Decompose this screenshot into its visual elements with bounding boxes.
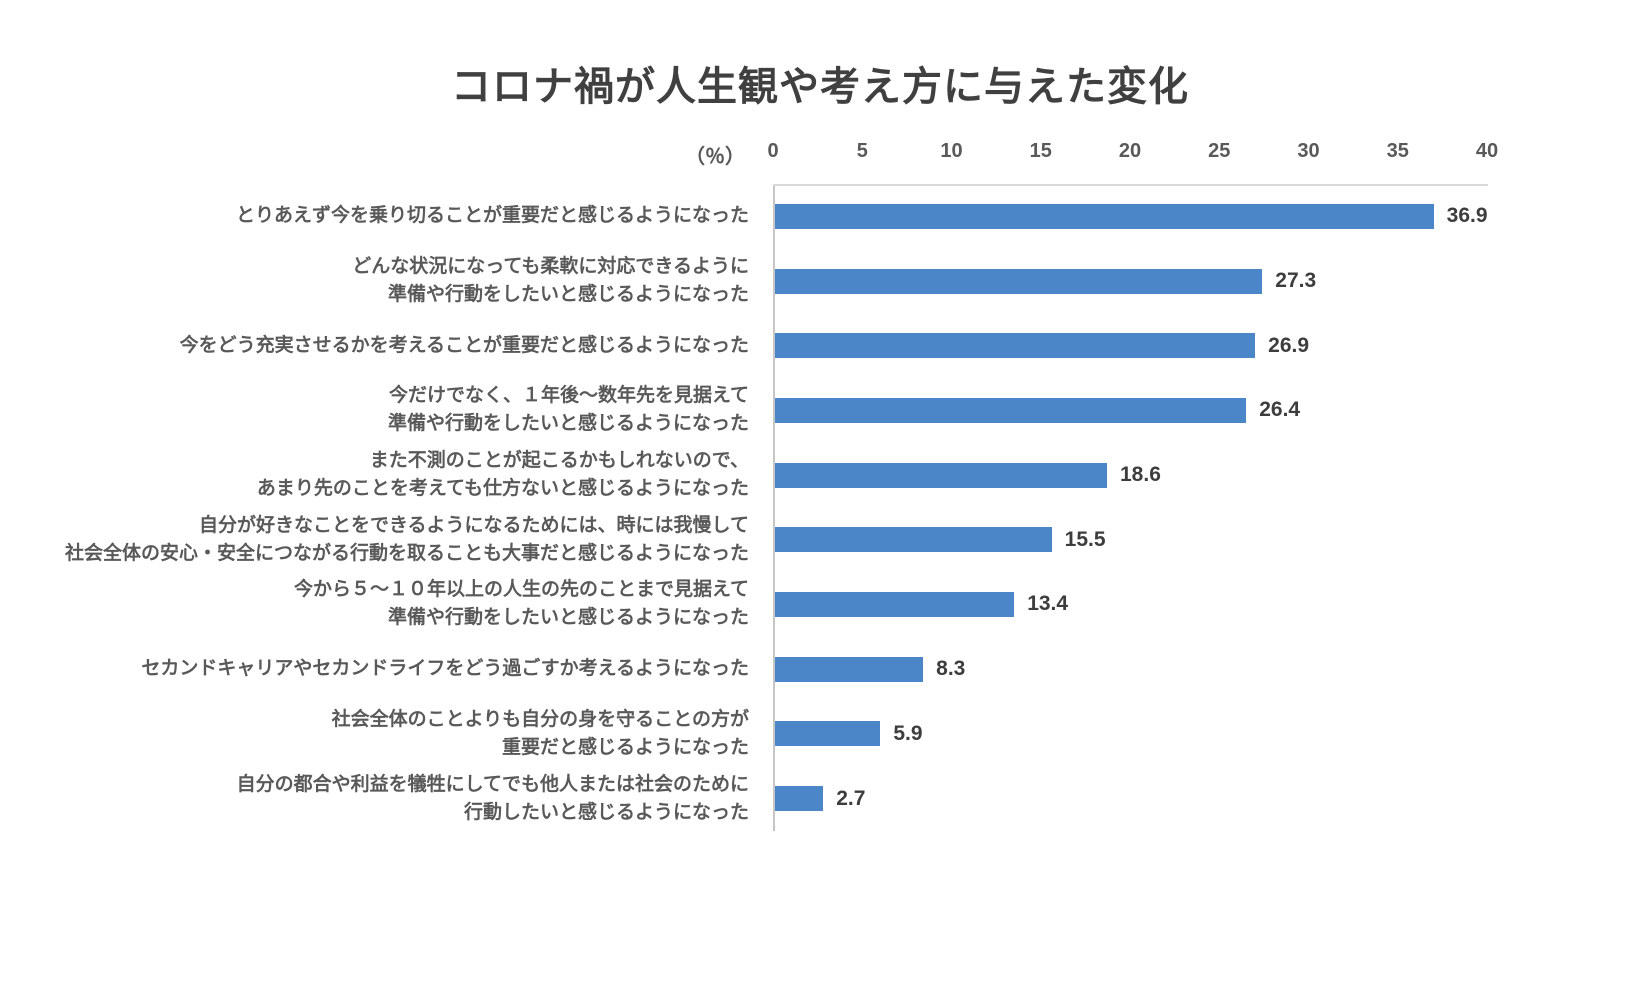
value-label: 15.5 — [1064, 527, 1106, 551]
bar-track: 36.9 — [773, 184, 1640, 249]
category-label-line: とりあえず今を乗り切ることが重要だと感じるようになった — [235, 205, 749, 227]
bar — [775, 333, 1256, 359]
bar-row: 自分が好きなことをできるようになるためには、時には我慢して社会全体の安心・安全に… — [0, 507, 1640, 572]
value-label: 5.9 — [893, 721, 923, 745]
category-label: 今をどう充実させるかを考えることが重要だと感じるようになった — [0, 332, 773, 360]
category-label-line: 今だけでなく、１年後～数年先を見据えて — [388, 385, 749, 407]
bar-row: 自分の都合や利益を犠牲にしてでも他人または社会のために行動したいと感じるようにな… — [0, 766, 1640, 831]
value-label: 13.4 — [1027, 592, 1069, 616]
category-label-line: 準備や行動をしたいと感じるようになった — [387, 284, 749, 306]
bar — [775, 721, 881, 747]
category-label: 今だけでなく、１年後～数年先を見据えて 準備や行動をしたいと感じるようになった — [0, 382, 773, 438]
bar-row: 社会全体のことよりも自分の身を守ることの方が重要だと感じるようになった 5.9 — [0, 702, 1640, 767]
value-label: 36.9 — [1446, 204, 1488, 228]
x-axis-tick: 10 — [940, 140, 963, 162]
bar-track: 26.4 — [773, 378, 1640, 443]
bar — [775, 268, 1263, 294]
bar — [775, 656, 924, 682]
bar-track: 18.6 — [773, 443, 1640, 508]
category-label-line: 自分の都合や利益を犠牲にしてでも他人または社会のために — [236, 773, 749, 795]
value-label: 26.4 — [1259, 398, 1301, 422]
category-label-line: あまり先のことを考えても仕方ないと感じるようになった — [256, 478, 749, 500]
plot-area: とりあえず今を乗り切ることが重要だと感じるようになった 36.9 どんな状況にな… — [0, 184, 1640, 831]
category-label: 自分が好きなことをできるようになるためには、時には我慢して社会全体の安心・安全に… — [0, 512, 773, 568]
category-label: 社会全体のことよりも自分の身を守ることの方が重要だと感じるようになった — [0, 706, 773, 762]
category-label-line: 重要だと感じるようになった — [501, 736, 749, 758]
x-axis-tick: 30 — [1297, 140, 1320, 162]
x-axis-tick: 25 — [1208, 140, 1231, 162]
category-label-line: 準備や行動をしたいと感じるようになった — [387, 607, 749, 629]
bar — [775, 786, 824, 812]
bar-track: 15.5 — [773, 507, 1640, 572]
bar-track: 8.3 — [773, 637, 1640, 702]
x-axis-tick: 40 — [1475, 140, 1499, 162]
bar-track: 26.9 — [773, 313, 1640, 378]
bar — [775, 462, 1107, 488]
category-label-line: 今をどう充実させるかを考えることが重要だと感じるようになった — [179, 334, 749, 356]
x-axis: （％） 0 5 10 15 20 25 30 35 40 — [0, 110, 1640, 184]
value-label: 2.7 — [836, 786, 866, 810]
bar-track: 27.3 — [773, 249, 1640, 314]
category-label-line: また不測のことが起こるかもしれないので、 — [369, 450, 749, 472]
category-label: 今から５～１０年以上の人生の先のことまで見据えて準備や行動をしたいと感じるように… — [0, 576, 773, 632]
value-label: 8.3 — [936, 657, 966, 681]
category-label: どんな状況になっても柔軟に対応できるように準備や行動をしたいと感じるようになった — [0, 253, 773, 309]
x-axis-tick: 20 — [1118, 140, 1142, 162]
category-label-line: 今から５～１０年以上の人生の先のことまで見据えて — [293, 579, 749, 601]
category-label-line: 自分が好きなことをできるようになるためには、時には我慢して — [198, 514, 749, 536]
bar — [775, 397, 1247, 423]
bar-row: 今から５～１０年以上の人生の先のことまで見据えて準備や行動をしたいと感じるように… — [0, 572, 1640, 637]
bar-row: 今をどう充実させるかを考えることが重要だと感じるようになった 26.9 — [0, 313, 1640, 378]
value-label: 26.9 — [1268, 333, 1310, 357]
percent-unit-label: （％） — [685, 146, 745, 168]
x-axis-tick: 15 — [1029, 140, 1052, 162]
x-axis-tick: 35 — [1386, 140, 1409, 162]
category-label-line: セカンドキャリアやセカンドライフをどう過ごすか考えるようになった — [141, 658, 749, 680]
category-label: セカンドキャリアやセカンドライフをどう過ごすか考えるようになった — [0, 655, 773, 683]
x-axis-tick: 5 — [856, 140, 868, 162]
value-label: 27.3 — [1275, 269, 1317, 293]
bar-track: 13.4 — [773, 572, 1640, 637]
bar-row: また不測のことが起こるかもしれないので、あまり先のことを考えても仕方ないと感じる… — [0, 443, 1640, 508]
category-label-line: 行動したいと感じるようになった — [463, 801, 749, 823]
bar — [775, 527, 1052, 553]
category-label: 自分の都合や利益を犠牲にしてでも他人または社会のために行動したいと感じるようにな… — [0, 771, 773, 827]
category-label-line: 準備や行動をしたいと感じるようになった — [387, 413, 749, 435]
category-label: とりあえず今を乗り切ることが重要だと感じるようになった — [0, 202, 773, 230]
chart-title: コロナ禍が人生観や考え方に与えた変化 — [451, 65, 1189, 109]
category-label-line: 社会全体のことよりも自分の身を守ることの方が — [331, 708, 749, 730]
bar-row: セカンドキャリアやセカンドライフをどう過ごすか考えるようになった 8.3 — [0, 637, 1640, 702]
bar-row: 今だけでなく、１年後～数年先を見据えて 準備や行動をしたいと感じるようになった 2… — [0, 378, 1640, 443]
bar-row: とりあえず今を乗り切ることが重要だと感じるようになった 36.9 — [0, 184, 1640, 249]
bar-track: 2.7 — [773, 766, 1640, 831]
bar-track: 5.9 — [773, 702, 1640, 767]
bar — [775, 203, 1434, 229]
category-label-line: どんな状況になっても柔軟に対応できるように — [352, 256, 749, 278]
category-label-line: 社会全体の安心・安全につながる行動を取ることも大事だと感じるようになった — [64, 542, 749, 564]
bar — [775, 591, 1015, 617]
category-label: また不測のことが起こるかもしれないので、あまり先のことを考えても仕方ないと感じる… — [0, 447, 773, 503]
bar-row: どんな状況になっても柔軟に対応できるように準備や行動をしたいと感じるようになった… — [0, 249, 1640, 314]
value-label: 18.6 — [1120, 463, 1161, 487]
x-axis-tick: 0 — [767, 140, 779, 162]
chart-page: コロナ禍が人生観や考え方に与えた変化 （％） 0 5 10 15 20 25 30 35 40 … — [0, 64, 1640, 831]
